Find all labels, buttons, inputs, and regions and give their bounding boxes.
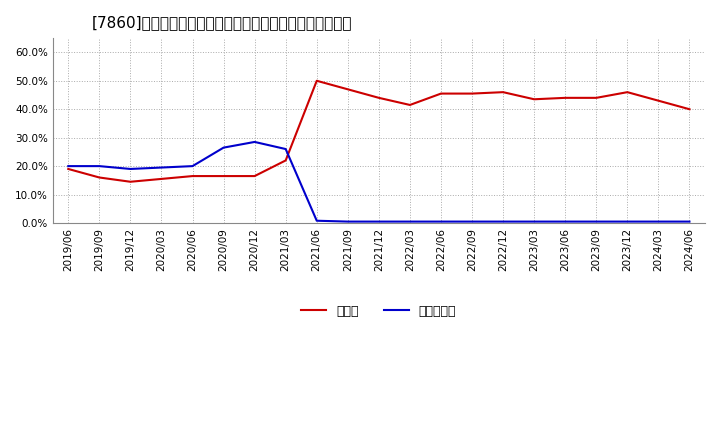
現顕金 [282, 158, 290, 163]
現顕金 [592, 95, 600, 100]
現顕金 [312, 78, 321, 84]
現顕金 [561, 95, 570, 100]
Line: 現顕金: 現顕金 [68, 81, 690, 182]
有利子負債 [405, 219, 414, 224]
現顕金 [251, 173, 259, 179]
有利子負債 [499, 219, 508, 224]
有利子負債 [623, 219, 631, 224]
現顕金 [374, 95, 383, 100]
現顕金 [95, 175, 104, 180]
有利子負債 [374, 219, 383, 224]
有利子負債 [561, 219, 570, 224]
有利子負債 [95, 164, 104, 169]
現顕金 [623, 89, 631, 95]
有利子負債 [220, 145, 228, 150]
有利子負債 [468, 219, 477, 224]
Text: [7860]　現顕金、有利子負債の総資産に対する比率の推移: [7860] 現顕金、有利子負債の総資産に対する比率の推移 [92, 15, 352, 30]
現顕金 [685, 106, 694, 112]
現顕金 [654, 98, 662, 103]
有利子負債 [126, 166, 135, 172]
有利子負債 [188, 164, 197, 169]
現顕金 [468, 91, 477, 96]
現顕金 [188, 173, 197, 179]
有利子負債 [685, 219, 694, 224]
Legend: 現顕金, 有利子負債: 現顕金, 有利子負債 [297, 300, 462, 323]
Line: 有利子負債: 有利子負債 [68, 142, 690, 222]
有利子負債 [592, 219, 600, 224]
現顕金 [530, 97, 539, 102]
有利子負債 [157, 165, 166, 170]
現顕金 [126, 179, 135, 184]
現顕金 [220, 173, 228, 179]
有利子負債 [312, 218, 321, 224]
有利子負債 [251, 139, 259, 145]
有利子負債 [654, 219, 662, 224]
現顕金 [343, 87, 352, 92]
現顕金 [499, 89, 508, 95]
有利子負債 [343, 219, 352, 224]
有利子負債 [282, 147, 290, 152]
有利子負債 [64, 164, 73, 169]
現顕金 [64, 166, 73, 172]
現顕金 [405, 103, 414, 108]
有利子負債 [436, 219, 445, 224]
有利子負債 [530, 219, 539, 224]
現顕金 [436, 91, 445, 96]
現顕金 [157, 176, 166, 182]
